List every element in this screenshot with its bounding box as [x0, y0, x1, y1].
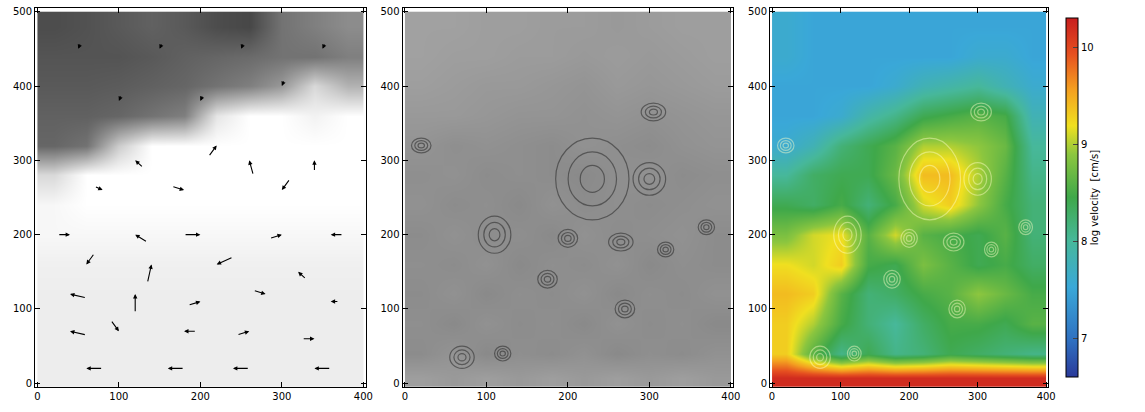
- svg-text:100: 100: [748, 303, 767, 314]
- svg-text:400: 400: [1037, 391, 1056, 402]
- svg-text:200: 200: [13, 229, 32, 240]
- svg-text:8: 8: [1081, 236, 1087, 247]
- svg-text:9: 9: [1081, 139, 1087, 150]
- svg-text:500: 500: [13, 6, 32, 17]
- svg-text:200: 200: [900, 391, 919, 402]
- svg-text:300: 300: [380, 155, 399, 166]
- svg-text:400: 400: [721, 391, 740, 402]
- svg-text:100: 100: [13, 303, 32, 314]
- svg-text:100: 100: [831, 391, 850, 402]
- svg-text:300: 300: [13, 155, 32, 166]
- svg-text:400: 400: [354, 391, 373, 402]
- svg-text:400: 400: [380, 81, 399, 92]
- svg-text:300: 300: [640, 391, 659, 402]
- svg-text:400: 400: [748, 81, 767, 92]
- svg-text:200: 200: [748, 229, 767, 240]
- svg-text:0: 0: [402, 391, 408, 402]
- svg-text:300: 300: [968, 391, 987, 402]
- svg-text:log velocity [cm/s]: log velocity [cm/s]: [1089, 150, 1100, 246]
- svg-text:200: 200: [380, 229, 399, 240]
- svg-text:100: 100: [380, 303, 399, 314]
- svg-text:100: 100: [477, 391, 496, 402]
- svg-text:500: 500: [748, 6, 767, 17]
- svg-text:200: 200: [191, 391, 210, 402]
- svg-text:300: 300: [272, 391, 291, 402]
- svg-text:0: 0: [769, 391, 775, 402]
- svg-text:0: 0: [26, 378, 32, 389]
- svg-text:100: 100: [109, 391, 128, 402]
- svg-text:7: 7: [1081, 333, 1087, 344]
- svg-text:200: 200: [558, 391, 577, 402]
- svg-text:0: 0: [34, 391, 40, 402]
- svg-text:300: 300: [748, 155, 767, 166]
- svg-text:400: 400: [13, 81, 32, 92]
- svg-text:0: 0: [393, 378, 399, 389]
- svg-text:500: 500: [380, 6, 399, 17]
- svg-text:10: 10: [1081, 42, 1094, 53]
- svg-text:0: 0: [761, 378, 767, 389]
